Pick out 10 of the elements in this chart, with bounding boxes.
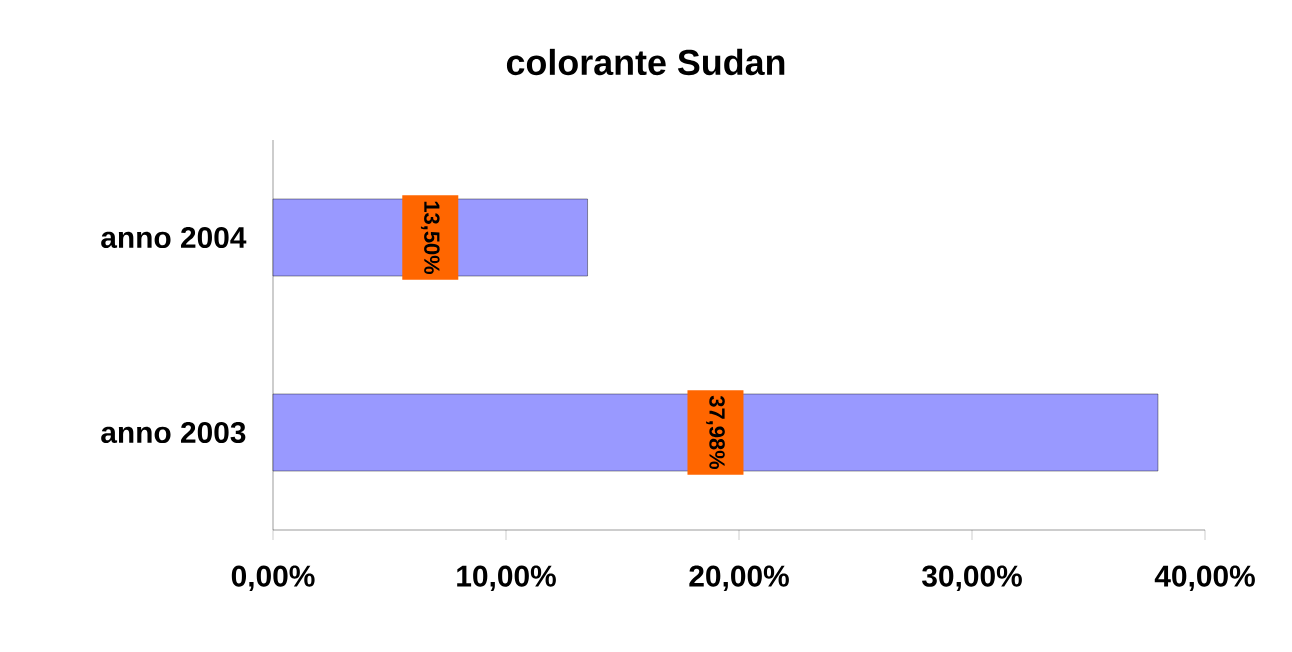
x-tick-label: 30,00% xyxy=(922,565,1022,592)
chart-title: colorante Sudan xyxy=(506,48,785,76)
x-tick-label: 10,00% xyxy=(457,565,556,592)
x-tick-label: 0,00% xyxy=(231,565,315,592)
y-tick-label: anno 2004 xyxy=(101,226,247,249)
x-tick-label: 20,00% xyxy=(689,565,789,592)
y-tick-label: anno 2003 xyxy=(101,421,246,444)
data-label: 37,98% xyxy=(706,395,725,470)
data-label: 13,50% xyxy=(420,201,440,275)
x-tick-label: 40,00% xyxy=(1154,565,1255,592)
